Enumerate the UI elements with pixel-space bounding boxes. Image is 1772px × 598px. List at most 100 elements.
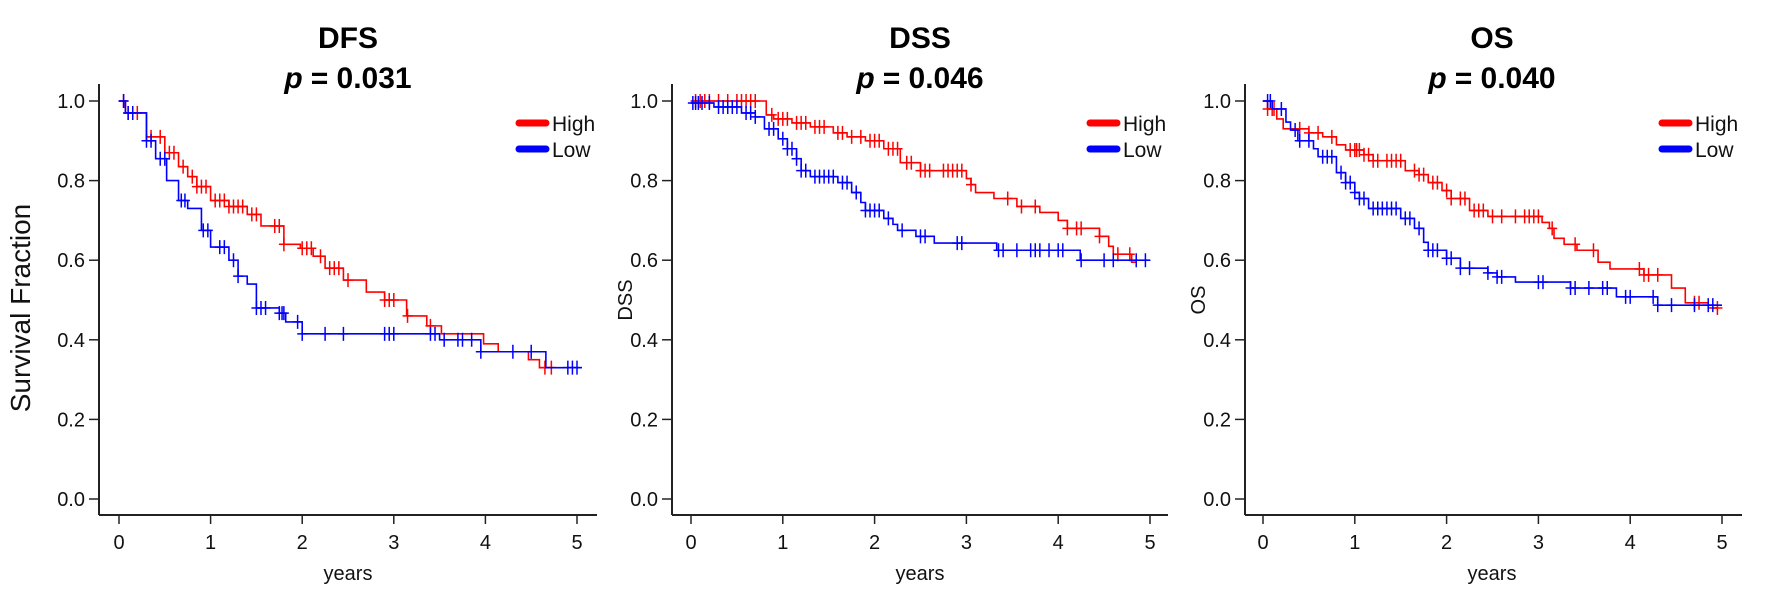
censor-mark-high <box>1459 191 1470 206</box>
x-axis-title: years <box>324 563 373 585</box>
censor-mark-low <box>1057 243 1068 258</box>
censor-mark-low <box>1336 165 1347 180</box>
censor-mark-low <box>1099 253 1110 268</box>
censor-mark-low <box>1432 243 1443 258</box>
censor-mark-low <box>159 151 170 166</box>
censor-mark-low <box>457 332 468 347</box>
censor-mark-low <box>1391 201 1402 216</box>
censor-mark-high <box>1294 121 1305 136</box>
censor-mark-low <box>731 99 742 114</box>
legend: High Low <box>1658 113 1738 162</box>
censor-mark-low <box>526 344 537 359</box>
censor-mark-low <box>1583 281 1594 296</box>
censor-mark-high <box>750 94 761 108</box>
censor-mark-high <box>343 273 353 288</box>
x-axis-title: years <box>896 563 945 585</box>
chart-title: DFS <box>318 22 378 55</box>
y-tick-label: 0.0 <box>630 489 658 511</box>
censor-mark-low <box>1034 243 1045 258</box>
x-tick-label: 4 <box>1053 532 1064 554</box>
censor-mark-high <box>251 207 262 222</box>
y-tick-label: 0.4 <box>57 330 85 352</box>
censor-mark-low <box>1358 191 1369 206</box>
censor-mark-low <box>1464 261 1475 276</box>
p-value: p = 0.040 <box>1427 62 1555 95</box>
legend: High Low <box>515 113 595 162</box>
censor-mark-low <box>1482 265 1493 280</box>
censor-mark-low <box>388 326 399 341</box>
legend: High Low <box>1086 113 1166 162</box>
censor-mark-low <box>1140 253 1151 268</box>
km-curve-low <box>119 100 582 369</box>
censor-mark-low <box>430 326 441 341</box>
y-tick-label: 0.2 <box>1203 409 1231 431</box>
y-tick-label: 0.0 <box>1203 489 1231 511</box>
censor-mark-low <box>572 360 582 375</box>
censor-mark-high <box>1076 221 1087 236</box>
censor-mark-high <box>1487 209 1498 224</box>
censor-mark-high <box>274 218 285 233</box>
censor-mark-high <box>800 115 811 130</box>
censor-mark-high <box>237 199 248 214</box>
legend-label-low: Low <box>1695 139 1734 162</box>
censor-mark-high <box>1533 209 1544 224</box>
censor-mark-low <box>1303 133 1314 148</box>
panel-dfs: Survival Fraction DFS p = 0.031 years Hig… <box>5 22 597 585</box>
x-tick-label: 2 <box>869 532 880 554</box>
censor-mark-high <box>782 111 793 126</box>
censor-mark-high <box>924 163 935 178</box>
censor-mark-low <box>745 105 756 120</box>
y-tick-label: 1.0 <box>57 91 85 113</box>
censor-mark-low <box>338 326 349 341</box>
censor-mark-low <box>1666 298 1677 313</box>
y-tick-label: 0.4 <box>630 330 658 352</box>
censor-mark-low <box>1290 123 1301 138</box>
censor-mark-high <box>906 155 917 170</box>
censor-mark-low <box>439 332 450 347</box>
censor-mark-low <box>842 175 853 190</box>
censor-mark-high <box>388 293 399 307</box>
censor-mark-low <box>475 344 486 359</box>
panel-dss: DSS DSS p = 0.046 years High Low 0.0 0.2 0.… <box>615 22 1168 585</box>
censor-mark-low <box>1648 289 1659 304</box>
censor-mark-low <box>1044 243 1055 258</box>
censor-mark-low <box>179 193 190 208</box>
censor-mark-low <box>1496 269 1507 284</box>
y-tick-label: 0.0 <box>57 489 85 511</box>
legend-label-low: Low <box>1123 139 1162 162</box>
censor-mark-high <box>1441 183 1452 198</box>
p-symbol: p <box>283 62 302 95</box>
chart-title: OS <box>1470 22 1513 55</box>
censor-mark-low <box>1349 185 1360 200</box>
censor-mark-low <box>768 121 779 136</box>
y-tick-label: 0.2 <box>630 409 658 431</box>
censor-mark-low <box>278 306 289 321</box>
censor-mark-high <box>1112 247 1123 262</box>
censor-mark-low <box>1265 94 1276 108</box>
censor-mark-high <box>1016 199 1027 214</box>
censor-mark-high <box>1547 221 1558 236</box>
y-tick-label: 1.0 <box>1203 91 1231 113</box>
censor-mark-low <box>507 344 518 359</box>
censor-mark-high <box>956 163 967 178</box>
censor-mark-low <box>292 314 303 329</box>
x-tick-label: 2 <box>297 532 308 554</box>
censor-mark-low <box>1131 253 1142 268</box>
y-tick-label: 0.8 <box>57 171 85 193</box>
censor-mark-low <box>998 243 1009 258</box>
censor-mark-low <box>466 332 477 347</box>
censor-mark-high <box>1588 243 1599 258</box>
y-tick-label: 0.6 <box>630 250 658 272</box>
censor-mark-low <box>1446 251 1457 266</box>
censor-mark-low <box>1652 298 1663 313</box>
censor-mark-high <box>1510 209 1521 224</box>
censor-mark-high <box>333 261 344 276</box>
chart-title: DSS <box>889 22 951 55</box>
legend-label-low: Low <box>552 139 591 162</box>
y-tick-label: 0.4 <box>1203 330 1231 352</box>
censor-mark-low <box>1689 298 1700 313</box>
censor-mark-high <box>892 141 903 156</box>
x-tick-label: 5 <box>1716 532 1727 554</box>
censor-mark-high <box>846 129 857 144</box>
censor-mark-high <box>168 145 179 160</box>
